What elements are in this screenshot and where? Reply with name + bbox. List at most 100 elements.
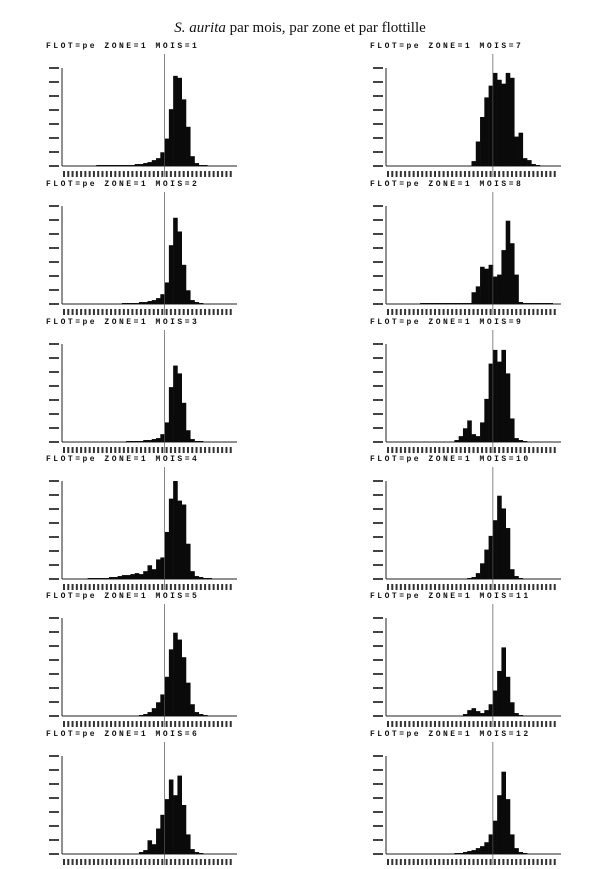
x-tick-label xyxy=(118,721,121,727)
histogram-bar xyxy=(531,303,536,304)
histogram-bar xyxy=(484,97,489,166)
histogram-bar xyxy=(198,303,204,304)
x-tick-label xyxy=(127,721,130,727)
x-tick-label xyxy=(84,721,87,727)
x-tick-label xyxy=(114,721,117,727)
x-tick-label xyxy=(80,309,83,315)
histogram-bar xyxy=(173,365,178,442)
x-tick-label xyxy=(408,584,411,590)
y-tick-label xyxy=(49,413,59,415)
histogram-bar xyxy=(143,714,148,716)
x-tick-label xyxy=(459,721,462,727)
species-name: S. aurita xyxy=(174,20,226,36)
x-tick-label xyxy=(536,859,539,865)
histogram xyxy=(373,54,561,177)
histogram-bar xyxy=(480,266,485,304)
y-tick-label xyxy=(373,165,383,167)
x-tick-label xyxy=(519,859,522,865)
x-tick-label xyxy=(481,721,484,727)
histogram-bar xyxy=(522,303,528,304)
x-tick-label xyxy=(472,859,475,865)
histogram-bar xyxy=(198,577,204,579)
x-tick-label xyxy=(88,309,91,315)
y-tick-label xyxy=(49,385,59,387)
x-tick-label xyxy=(127,859,130,865)
histogram xyxy=(49,467,237,590)
y-tick-label xyxy=(373,289,383,291)
chart-title: FLOT=pe ZONE=1 MOIS=8 xyxy=(370,180,524,189)
histogram xyxy=(373,330,561,453)
x-tick-label xyxy=(468,447,471,453)
y-tick-label xyxy=(373,853,383,855)
histogram-bar xyxy=(480,422,485,442)
x-tick-label xyxy=(485,309,488,315)
histogram-bar xyxy=(484,398,489,442)
x-tick-label xyxy=(122,721,125,727)
x-tick-label xyxy=(540,859,543,865)
histogram-bar xyxy=(156,158,161,166)
x-tick-label xyxy=(399,309,402,315)
x-tick-label xyxy=(459,309,462,315)
x-tick-label xyxy=(97,171,100,177)
x-tick-label xyxy=(195,859,198,865)
histogram-bar xyxy=(168,387,174,442)
x-tick-label xyxy=(455,859,458,865)
x-tick-label xyxy=(387,721,389,727)
histogram-bar xyxy=(113,577,118,579)
y-tick-label xyxy=(49,303,59,305)
x-tick-label xyxy=(71,859,74,865)
y-tick-label xyxy=(373,701,383,703)
x-tick-label xyxy=(515,309,518,315)
histogram-bar xyxy=(497,670,502,716)
x-tick-label xyxy=(438,859,441,865)
x-tick-label xyxy=(446,171,449,177)
histogram-bar xyxy=(147,301,153,304)
x-tick-label xyxy=(131,447,134,453)
y-tick-label xyxy=(49,508,59,510)
histogram-bar xyxy=(168,649,174,716)
x-tick-label xyxy=(139,721,142,727)
x-tick-label xyxy=(97,721,100,727)
x-tick-label xyxy=(199,859,202,865)
x-tick-label xyxy=(97,447,100,453)
x-tick-label xyxy=(463,309,466,315)
x-tick-label xyxy=(493,721,496,727)
x-tick-label xyxy=(97,584,100,590)
x-tick-label xyxy=(416,859,419,865)
histogram-panel: FLOT=pe ZONE=1 MOIS=10 xyxy=(352,455,582,590)
x-tick-label xyxy=(459,171,462,177)
chart-title: FLOT=pe ZONE=1 MOIS=12 xyxy=(370,730,531,739)
x-tick-label xyxy=(212,309,215,315)
x-tick-label xyxy=(144,859,147,865)
histogram-bar xyxy=(484,549,489,579)
histogram-bar xyxy=(173,632,178,716)
histogram-bar xyxy=(109,577,114,579)
x-tick-label xyxy=(169,859,172,865)
histogram-bar xyxy=(181,504,187,579)
y-tick-label xyxy=(373,371,383,373)
x-tick-label xyxy=(399,584,402,590)
x-tick-label xyxy=(528,447,531,453)
y-tick-label xyxy=(49,645,59,647)
x-tick-label xyxy=(161,309,164,315)
x-tick-label xyxy=(442,171,445,177)
x-tick-label xyxy=(476,309,479,315)
x-tick-label xyxy=(395,584,398,590)
x-tick-label xyxy=(71,171,74,177)
y-tick-label xyxy=(373,343,383,345)
x-tick-label xyxy=(221,309,224,315)
x-tick-label xyxy=(549,171,552,177)
x-tick-label xyxy=(212,721,215,727)
x-tick-label xyxy=(84,309,87,315)
y-tick-label xyxy=(49,755,59,757)
histogram-bar xyxy=(522,158,528,166)
x-tick-label xyxy=(63,171,65,177)
x-tick-label xyxy=(105,447,108,453)
x-tick-label xyxy=(204,171,207,177)
x-tick-label xyxy=(412,447,415,453)
histogram-bar xyxy=(475,436,481,442)
histogram-bar xyxy=(471,708,477,716)
x-tick-label xyxy=(549,721,552,727)
x-tick-label xyxy=(399,721,402,727)
x-tick-label xyxy=(489,309,492,315)
